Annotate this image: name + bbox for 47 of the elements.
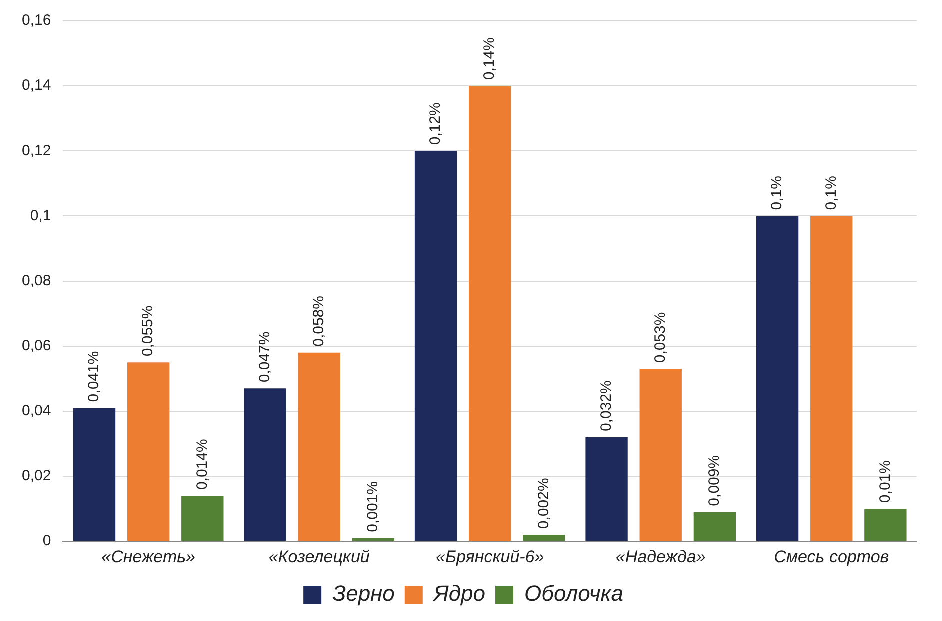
bar [756, 216, 799, 542]
y-tick-label: 0,1 [30, 207, 52, 224]
data-label: 0,14% [481, 38, 498, 80]
bar [810, 216, 853, 542]
legend-label: Ядро [432, 581, 486, 606]
data-label: 0,009% [706, 455, 724, 506]
data-label: 0,1% [768, 176, 786, 210]
x-tick-label: «Козелецкий [268, 548, 370, 567]
legend-label: Оболочка [524, 581, 624, 606]
y-tick-label: 0 [42, 532, 52, 550]
data-label: 0,1% [822, 176, 840, 210]
bar [640, 369, 682, 542]
bar [469, 86, 512, 542]
data-label: 0,058% [310, 296, 328, 347]
bar [586, 437, 628, 542]
bar [244, 388, 286, 542]
data-label: 0,053% [652, 312, 669, 364]
bar [182, 496, 224, 542]
data-label: 0,001% [364, 481, 382, 532]
data-label: 0,047% [256, 332, 274, 383]
x-tick-label: «Брянский-6» [436, 548, 544, 567]
data-label: 0,01% [876, 460, 894, 504]
y-tick-label: 0,08 [22, 272, 52, 290]
bar [298, 352, 340, 542]
data-label: 0,002% [535, 478, 552, 530]
y-tick-label: 0,16 [22, 12, 52, 30]
legend-label: Зерно [332, 581, 395, 606]
x-tick-label: Смесь сортов [774, 548, 890, 567]
data-label: 0,014% [194, 439, 211, 490]
bar [73, 408, 116, 542]
bar [864, 509, 907, 542]
data-label: 0,041% [86, 351, 103, 402]
x-tick-label: «Надежда» [616, 548, 706, 567]
y-tick-label: 0,12 [22, 142, 52, 160]
bar [352, 538, 394, 542]
y-tick-label: 0,04 [22, 402, 52, 420]
bar [523, 535, 566, 542]
y-tick-label: 0,06 [22, 338, 52, 355]
data-label: 0,055% [140, 306, 157, 357]
x-tick-label: «Снежеть» [102, 548, 196, 567]
y-tick-label: 0,14 [22, 77, 52, 94]
bar [414, 151, 458, 542]
data-label: 0,032% [598, 380, 615, 432]
bar [694, 512, 736, 542]
y-tick-label: 0,02 [22, 468, 52, 485]
data-label: 0,12% [427, 102, 444, 146]
bar [127, 362, 170, 542]
